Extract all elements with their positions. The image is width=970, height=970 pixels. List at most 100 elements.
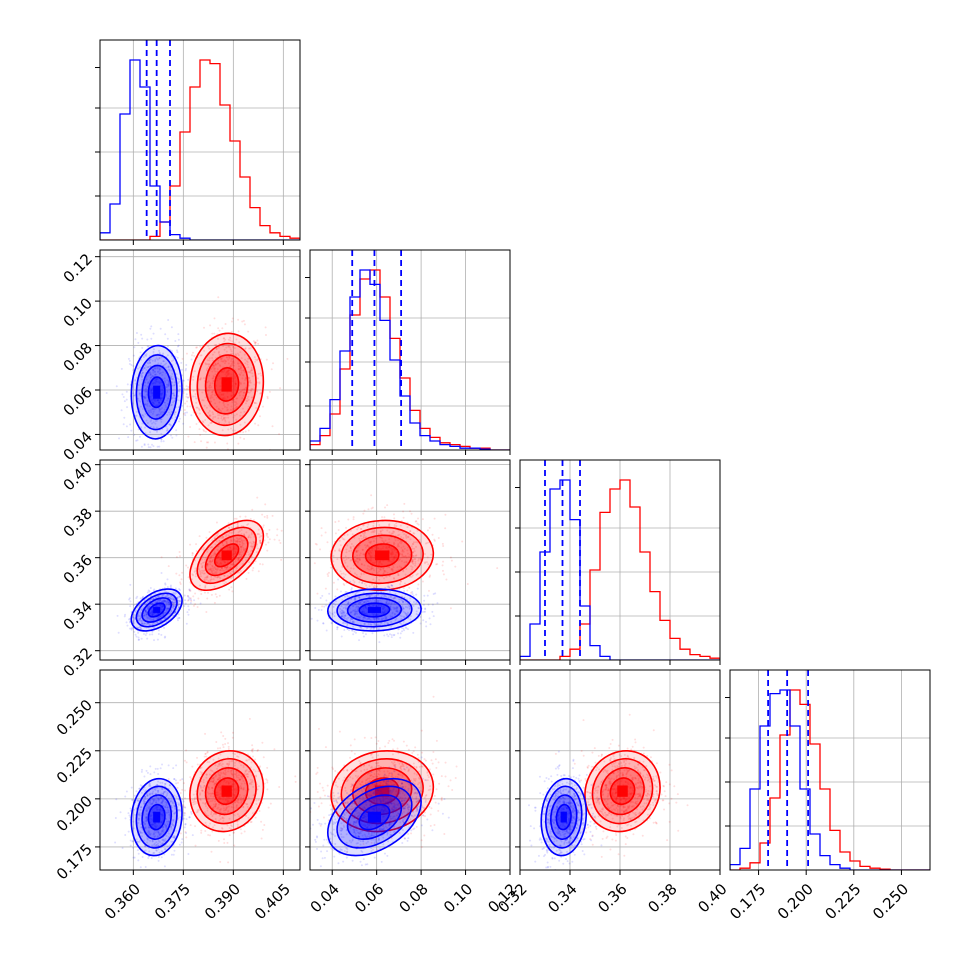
scatter-point	[264, 326, 267, 329]
scatter-point	[146, 338, 149, 341]
scatter-point	[217, 773, 220, 776]
scatter-point	[145, 613, 148, 616]
scatter-point	[356, 528, 359, 531]
scatter-point	[231, 731, 234, 734]
scatter-point	[226, 805, 229, 808]
scatter-point	[247, 398, 250, 401]
scatter-point	[218, 782, 221, 785]
scatter-point	[370, 507, 373, 510]
scatter-point	[252, 748, 255, 751]
scatter-point	[212, 572, 215, 575]
scatter-point	[147, 616, 150, 619]
scatter-point	[146, 601, 149, 604]
scatter-point	[207, 792, 210, 795]
scatter-point	[386, 547, 389, 550]
scatter-point	[253, 342, 256, 345]
scatter-point	[227, 799, 230, 802]
scatter-point	[127, 357, 130, 360]
scatter-point	[243, 353, 246, 356]
scatter-point	[423, 594, 426, 597]
scatter-point	[239, 373, 242, 376]
scatter-point	[409, 530, 412, 533]
scatter-point	[177, 606, 180, 609]
scatter-point	[353, 613, 356, 616]
scatter-point	[253, 341, 256, 344]
scatter-point	[371, 632, 374, 635]
scatter-point	[230, 330, 233, 333]
scatter-point	[395, 555, 398, 558]
scatter-point	[163, 626, 166, 629]
scatter-point	[219, 572, 222, 575]
scatter-point	[334, 600, 337, 603]
scatter-point	[207, 548, 210, 551]
scatter-point	[254, 775, 257, 778]
scatter-point	[219, 753, 222, 756]
scatter-point	[141, 622, 144, 625]
scatter-point	[213, 824, 216, 827]
scatter-point	[151, 610, 154, 613]
scatter-point	[280, 529, 283, 532]
scatter-point	[151, 393, 154, 396]
scatter-point	[366, 627, 369, 630]
scatter-point	[139, 400, 142, 403]
scatter-point	[382, 617, 385, 620]
scatter-point	[164, 582, 167, 585]
scatter-point	[161, 451, 163, 453]
scatter-point	[219, 771, 222, 774]
scatter-point	[201, 571, 204, 574]
density-peak	[153, 385, 161, 399]
scatter-point	[396, 609, 399, 612]
scatter-point	[154, 407, 157, 410]
scatter-point	[242, 546, 245, 549]
scatter-point	[355, 606, 358, 609]
scatter-point	[231, 563, 234, 566]
scatter-point	[140, 372, 143, 375]
scatter-point	[263, 782, 266, 785]
scatter-point	[232, 783, 235, 786]
scatter-point	[178, 380, 181, 383]
scatter-point	[153, 366, 156, 369]
scatter-point	[265, 358, 268, 361]
scatter-point	[241, 542, 244, 545]
scatter-point	[383, 541, 386, 544]
scatter-point	[146, 607, 149, 610]
scatter-point	[170, 375, 173, 378]
scatter-point	[329, 612, 332, 615]
scatter-point	[151, 611, 154, 614]
scatter-point	[239, 414, 242, 417]
scatter-point	[345, 607, 348, 610]
scatter-point	[409, 597, 412, 600]
scatter-point	[216, 778, 219, 781]
scatter-point	[371, 549, 374, 552]
scatter-point	[161, 600, 164, 603]
scatter-point	[395, 617, 398, 620]
scatter-point	[195, 573, 198, 576]
scatter-point	[246, 805, 249, 808]
scatter-point	[212, 777, 215, 780]
scatter-point	[230, 362, 233, 365]
scatter-point	[241, 539, 244, 542]
scatter-point	[139, 597, 142, 600]
scatter-point	[245, 773, 248, 776]
scatter-point	[273, 538, 276, 541]
scatter-point	[367, 600, 370, 603]
scatter-point	[206, 814, 209, 817]
scatter-point	[375, 546, 378, 549]
scatter-point	[213, 536, 216, 539]
scatter-point	[186, 594, 189, 597]
scatter-point	[344, 614, 347, 617]
scatter-point	[255, 545, 258, 548]
scatter-point	[185, 749, 188, 752]
scatter-point	[176, 382, 179, 385]
scatter-point	[358, 554, 361, 557]
scatter-point	[360, 563, 363, 566]
scatter-point	[223, 569, 226, 572]
scatter-point	[206, 562, 209, 565]
scatter-point	[259, 765, 262, 768]
scatter-point	[137, 614, 140, 617]
scatter-point	[389, 603, 392, 606]
scatter-point	[152, 371, 155, 374]
scatter-point	[241, 388, 244, 391]
scatter-point	[410, 560, 413, 563]
scatter-point	[377, 617, 380, 620]
